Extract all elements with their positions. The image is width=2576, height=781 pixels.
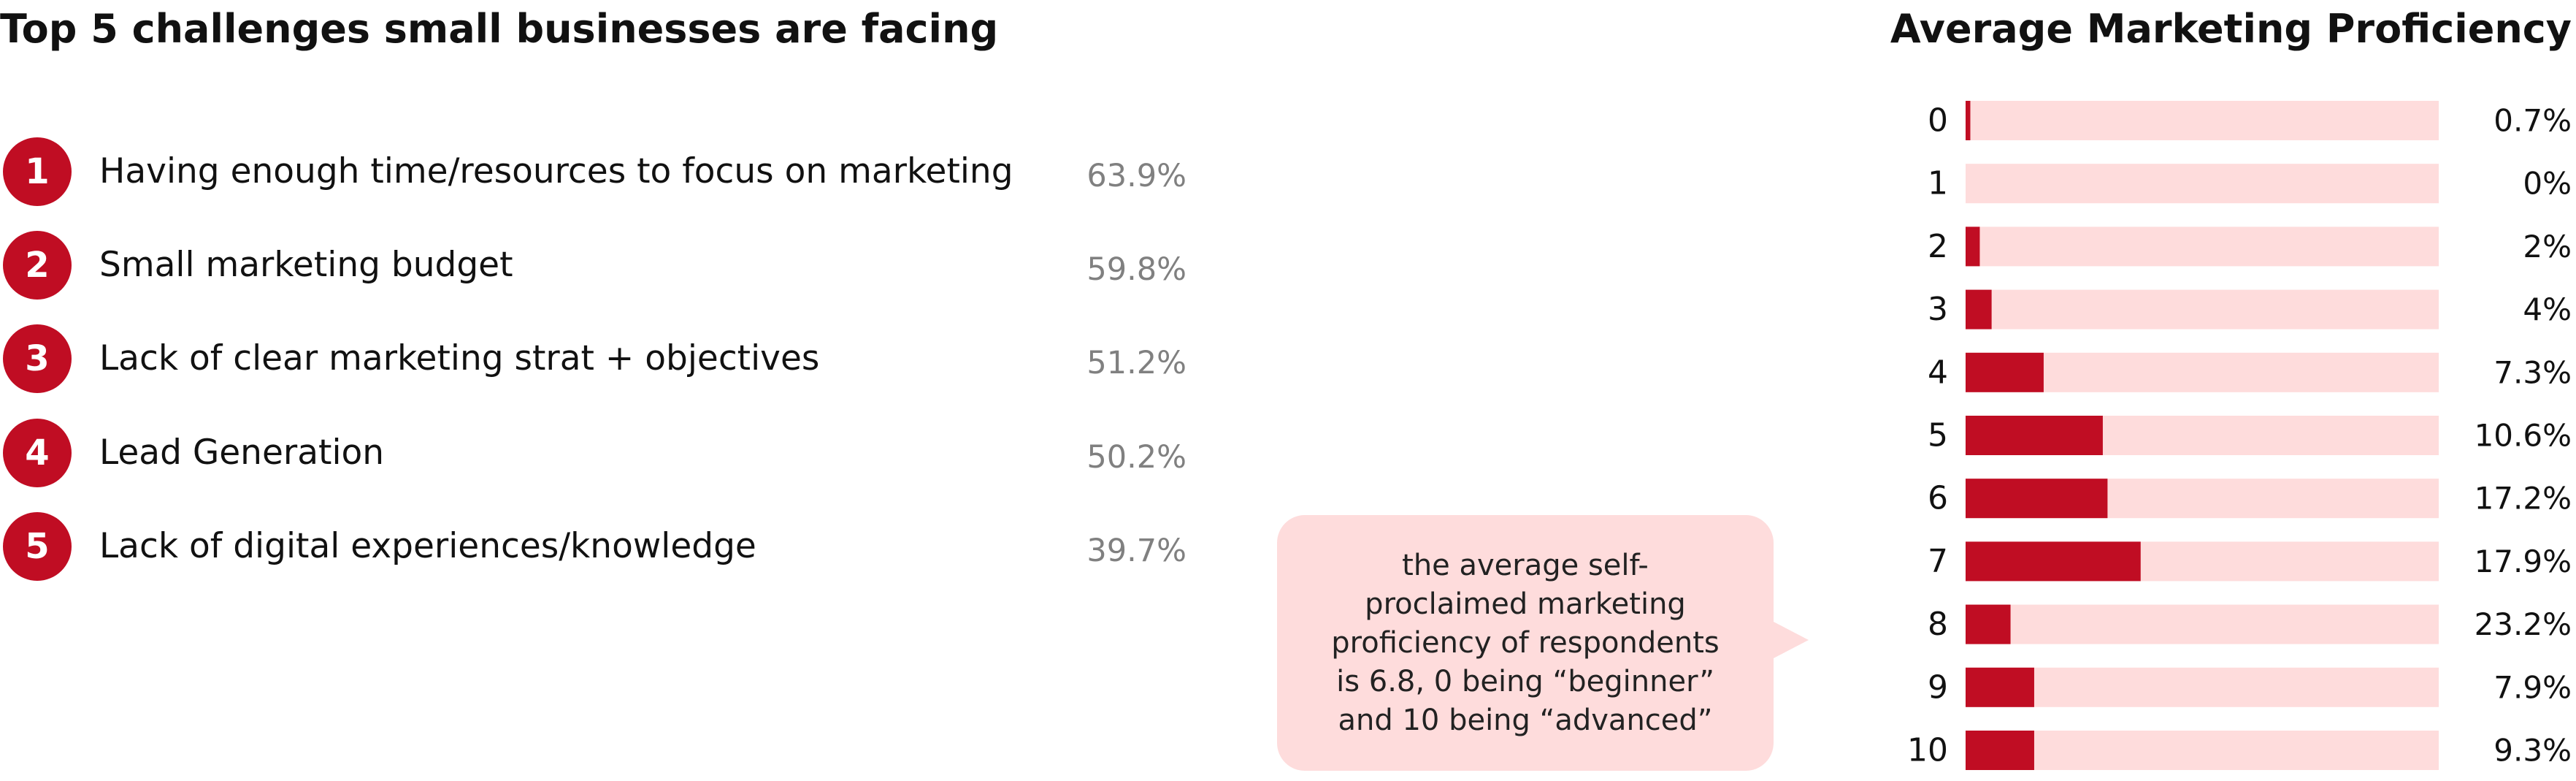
category-label: 5: [1928, 417, 1948, 454]
bar: [1966, 604, 2011, 644]
value-label: 2%: [2523, 229, 2572, 264]
callout-box: the average self-proclaimed marketing pr…: [1277, 515, 1774, 771]
category-label: 8: [1928, 606, 1948, 643]
bar-track: [1966, 226, 2439, 267]
bar-track: [1966, 164, 2439, 204]
bar: [1966, 101, 1971, 140]
category-label: 7: [1928, 543, 1948, 580]
challenge-row: 1 Having enough time/resources to focus o…: [0, 135, 1197, 208]
challenge-percentage: 39.7%: [1086, 533, 1187, 569]
bar: [1966, 416, 2103, 455]
bar: [1966, 289, 1992, 329]
bar-track: [1966, 731, 2439, 770]
bar-track: [1966, 604, 2439, 644]
category-label: 3: [1928, 291, 1948, 328]
challenge-label: Small marketing budget: [99, 245, 513, 285]
bar: [1966, 226, 1980, 267]
rank-badge: 1: [3, 137, 72, 206]
value-label: 0%: [2523, 166, 2572, 202]
value-label: 17.9%: [2475, 544, 2572, 579]
category-label: 1: [1928, 165, 1948, 202]
bar: [1966, 667, 2034, 707]
bar-track: [1966, 289, 2439, 329]
rank-badge: 2: [3, 231, 72, 300]
category-label: 10: [1907, 732, 1948, 769]
challenge-label: Lack of digital experiences/knowledge: [99, 526, 756, 566]
rank-badge: 5: [3, 512, 72, 581]
value-label: 7.3%: [2493, 354, 2572, 390]
challenges-title: Top 5 challenges small businesses are fa…: [0, 6, 999, 52]
value-label: 7.9%: [2493, 669, 2572, 705]
challenge-percentage: 51.2%: [1086, 345, 1187, 381]
category-label: 9: [1928, 668, 1948, 706]
bar-track: [1966, 101, 2439, 140]
callout-text: the average self-proclaimed marketing pr…: [1331, 548, 1720, 737]
category-label: 0: [1928, 102, 1948, 140]
category-label: 2: [1928, 228, 1948, 265]
rank-badge: 3: [3, 324, 72, 393]
challenge-percentage: 59.8%: [1086, 251, 1187, 288]
bar: [1966, 541, 2141, 582]
bar-track: [1966, 352, 2439, 392]
challenge-label: Lack of clear marketing strat + objectiv…: [99, 338, 820, 378]
challenge-row: 2 Small marketing budget 59.8%: [0, 229, 1197, 302]
bar: [1966, 352, 2044, 392]
category-label: 6: [1928, 480, 1948, 517]
challenge-percentage: 63.9%: [1086, 158, 1187, 194]
value-label: 17.2%: [2475, 481, 2572, 517]
value-label: 23.2%: [2475, 606, 2572, 642]
bar-track: [1966, 667, 2439, 707]
value-label: 9.3%: [2493, 733, 2572, 769]
challenge-label: Having enough time/resources to focus on…: [99, 151, 1013, 191]
category-label: 4: [1928, 354, 1948, 391]
rank-badge: 4: [3, 419, 72, 487]
callout-pointer: [1772, 621, 1809, 659]
chart-title: Average Marketing Proficiency: [1890, 6, 2572, 52]
challenge-row: 4 Lead Generation 50.2%: [0, 416, 1197, 489]
challenge-percentage: 50.2%: [1086, 439, 1187, 476]
challenge-label: Lead Generation: [99, 433, 385, 473]
value-label: 0.7%: [2493, 103, 2572, 139]
bar: [1966, 479, 2108, 519]
bar: [1966, 731, 2034, 770]
challenge-row: 5 Lack of digital experiences/knowledge 39…: [0, 510, 1197, 583]
challenge-row: 3 Lack of clear marketing strat + objecti…: [0, 322, 1197, 395]
value-label: 4%: [2523, 292, 2572, 327]
value-label: 10.6%: [2475, 418, 2572, 454]
